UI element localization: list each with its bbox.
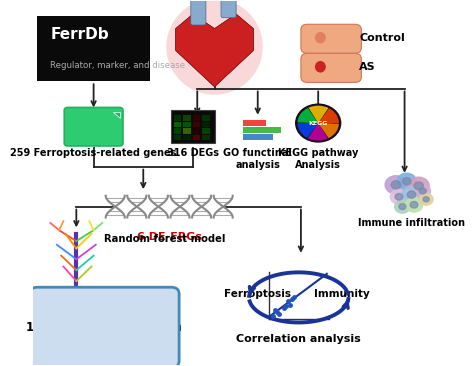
FancyBboxPatch shape [191,0,206,25]
Wedge shape [318,123,339,138]
FancyBboxPatch shape [183,115,191,120]
Circle shape [395,200,410,213]
FancyBboxPatch shape [183,135,191,140]
FancyBboxPatch shape [173,128,181,134]
Wedge shape [308,123,328,141]
FancyBboxPatch shape [202,122,210,127]
Circle shape [419,188,426,194]
Wedge shape [298,123,318,138]
FancyBboxPatch shape [243,134,273,140]
FancyBboxPatch shape [37,16,150,81]
Wedge shape [298,108,318,123]
Ellipse shape [167,0,262,94]
Text: AS: AS [359,62,376,72]
FancyBboxPatch shape [202,115,210,120]
Circle shape [407,191,416,198]
Circle shape [423,197,429,202]
Text: 259 Ferroptosis-related genes: 259 Ferroptosis-related genes [10,149,177,158]
Circle shape [410,202,418,208]
FancyBboxPatch shape [243,127,282,133]
Polygon shape [176,14,254,87]
Ellipse shape [316,62,325,72]
Circle shape [405,198,423,212]
FancyBboxPatch shape [171,111,215,143]
Polygon shape [176,14,254,87]
Circle shape [399,203,406,210]
Circle shape [415,184,430,198]
Circle shape [397,173,416,189]
Text: 316 DEGs: 316 DEGs [167,149,219,158]
Text: KEGG pathway
Analysis: KEGG pathway Analysis [278,149,358,170]
FancyBboxPatch shape [192,122,201,127]
FancyBboxPatch shape [183,128,191,134]
FancyBboxPatch shape [301,24,361,53]
Text: 6 DE-FRGs: 6 DE-FRGs [137,232,202,242]
Text: KEGG: KEGG [309,120,328,126]
FancyBboxPatch shape [192,135,201,140]
Ellipse shape [316,33,325,43]
Circle shape [402,178,411,185]
FancyBboxPatch shape [243,120,266,126]
Circle shape [409,177,429,195]
FancyBboxPatch shape [192,115,201,120]
Text: Ferroptosis: Ferroptosis [224,289,291,299]
Text: Immunity: Immunity [314,289,370,299]
Circle shape [402,187,421,203]
Wedge shape [309,106,328,123]
FancyBboxPatch shape [192,128,201,134]
FancyBboxPatch shape [221,0,236,18]
Text: FerrDb: FerrDb [50,27,109,42]
Circle shape [395,194,403,200]
Text: Train:Test=2:1
10-fold cross validation
External verification: Train:Test=2:1 10-fold cross validation … [27,300,182,355]
Circle shape [385,176,407,194]
FancyBboxPatch shape [183,122,191,127]
FancyBboxPatch shape [202,128,210,134]
FancyBboxPatch shape [202,135,210,140]
Wedge shape [318,108,339,123]
Text: Control: Control [359,33,405,43]
Circle shape [296,104,341,142]
Circle shape [391,181,401,189]
FancyBboxPatch shape [173,122,181,127]
Text: Random forest model: Random forest model [104,234,226,244]
Circle shape [419,194,433,205]
FancyBboxPatch shape [173,135,181,140]
Text: Immune infiltration: Immune infiltration [357,217,465,228]
Circle shape [390,190,408,204]
Text: GO functinal
analysis: GO functinal analysis [223,149,292,170]
FancyBboxPatch shape [173,115,181,120]
FancyBboxPatch shape [30,287,179,366]
Text: Correlation analysis: Correlation analysis [237,334,361,344]
Text: Regulator, marker, and disease: Regulator, marker, and disease [50,61,185,70]
Polygon shape [113,112,119,117]
FancyBboxPatch shape [301,53,361,82]
Circle shape [414,182,423,190]
FancyBboxPatch shape [64,108,123,146]
